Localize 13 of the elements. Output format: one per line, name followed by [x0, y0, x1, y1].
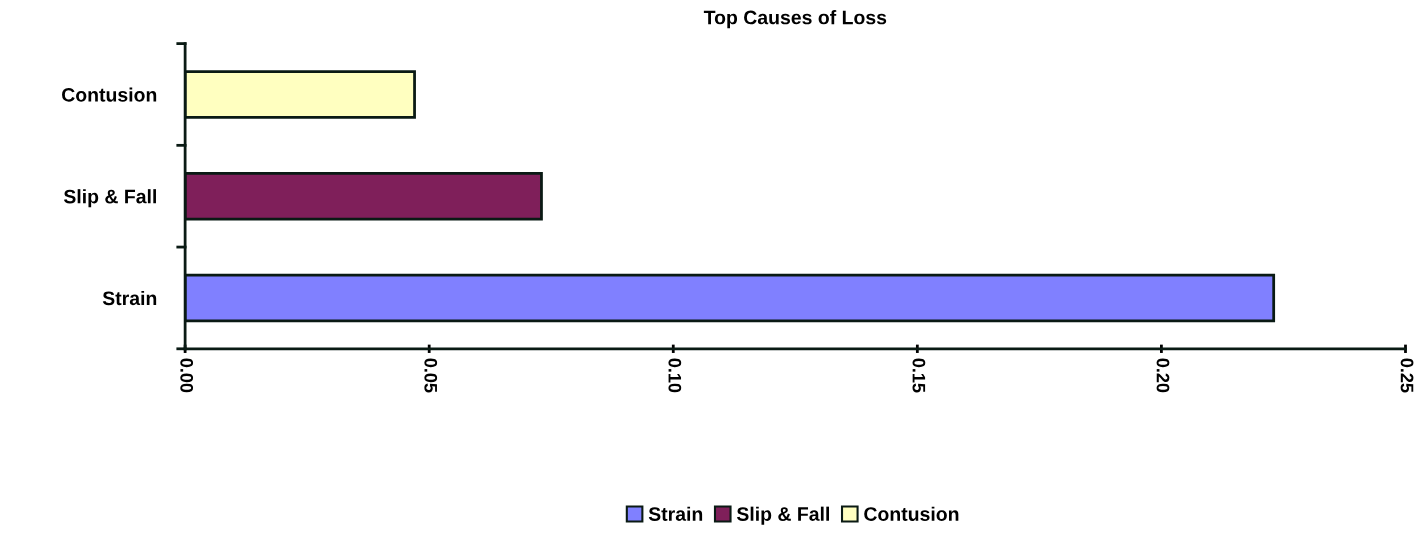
- x-tick-label: 0.10: [668, 358, 682, 393]
- x-tick-label: 0.25: [1400, 358, 1414, 393]
- y-tick-label: Contusion: [62, 87, 157, 102]
- x-tick-label: 0.05: [424, 358, 438, 393]
- y-tick-label: Strain: [102, 290, 157, 306]
- chart-title: Top Causes of Loss: [703, 10, 887, 29]
- legend-label: Contusion: [864, 506, 959, 521]
- legend-label: Slip & Fall: [736, 506, 829, 525]
- x-tick-label: 0.15: [912, 358, 926, 393]
- x-tick-label: 0.20: [1156, 358, 1170, 393]
- y-tick-label: Slip & Fall: [63, 189, 156, 208]
- x-tick-label: 0.00: [180, 358, 194, 393]
- legend-label: Strain: [648, 506, 703, 521]
